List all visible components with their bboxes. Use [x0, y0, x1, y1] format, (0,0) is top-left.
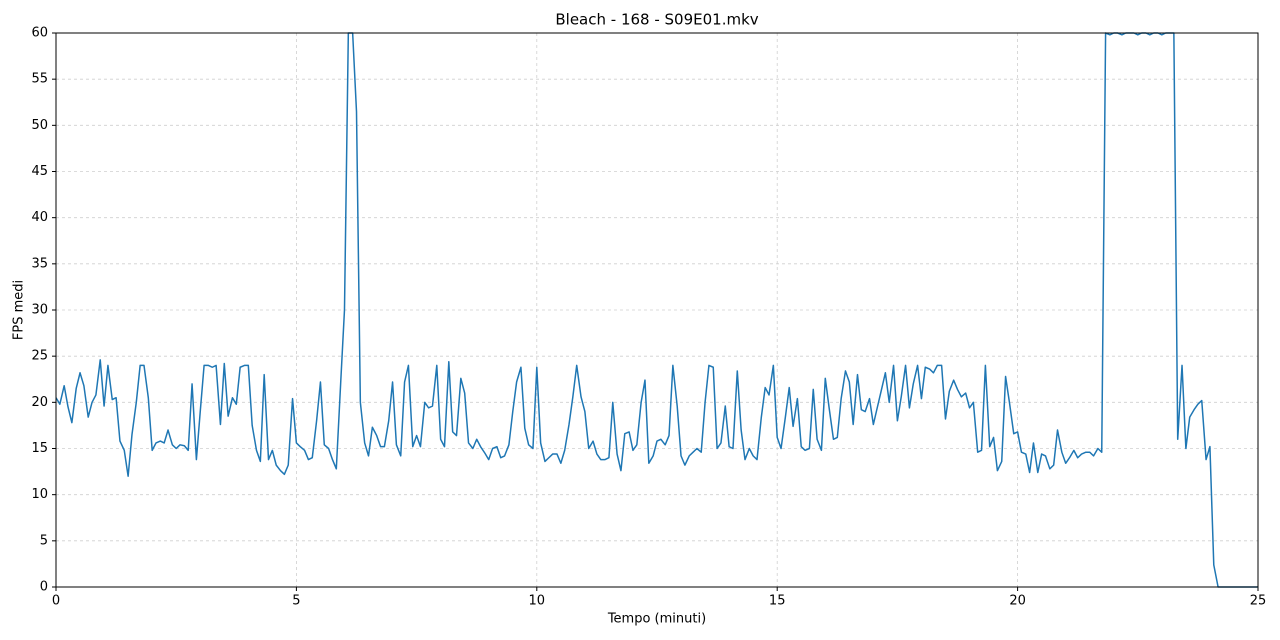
y-tick-label: 40 — [31, 210, 48, 225]
x-tick-label: 25 — [1250, 594, 1267, 609]
y-tick-label: 20 — [31, 395, 48, 410]
y-tick-label: 35 — [31, 256, 48, 271]
x-axis-label: Tempo (minuti) — [607, 612, 706, 627]
x-tick-label: 15 — [769, 594, 786, 609]
y-tick-label: 45 — [31, 164, 48, 179]
plot-frame — [55, 32, 1259, 588]
x-tick-label: 20 — [1009, 594, 1026, 609]
fps-line — [56, 32, 1258, 588]
y-tick-label: 10 — [31, 487, 48, 502]
y-tick-label: 25 — [31, 349, 48, 364]
y-tick-label: 55 — [31, 72, 48, 87]
y-tick-label: 60 — [31, 26, 48, 41]
x-tick-label: 0 — [52, 594, 60, 609]
x-tick-label: 10 — [529, 594, 546, 609]
chart-title: Bleach - 168 - S09E01.mkv — [555, 11, 758, 29]
y-tick-label: 50 — [31, 118, 48, 133]
y-tick-label: 0 — [40, 580, 48, 595]
y-tick-label: 5 — [40, 533, 48, 548]
y-axis-label: FPS medi — [12, 280, 27, 340]
x-tick-label: 5 — [292, 594, 300, 609]
y-tick-label: 15 — [31, 441, 48, 456]
y-tick-label: 30 — [31, 303, 48, 318]
